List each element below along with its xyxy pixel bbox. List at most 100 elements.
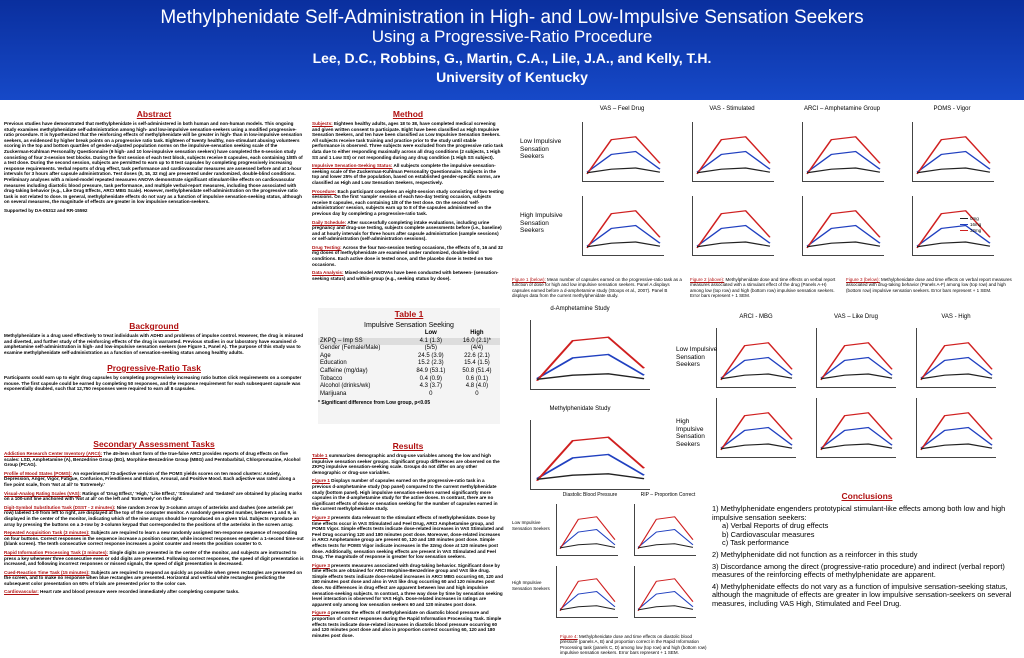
panel-title: POMS - Vigor [933,106,971,112]
paragraph: Figure 4 presents the effects of methylp… [312,610,504,638]
plot-lines [820,412,893,451]
item-text: summarizes demographic and drug-use vari… [312,453,500,475]
item-text: presents data relevant to the stimulant … [312,514,504,560]
plot-frame [816,328,896,388]
item-text: Across the four two-session testing occa… [312,244,503,267]
legend-swatch [960,230,968,232]
item-label: Visual-Analog Rating Scales (VAS): [4,490,81,496]
caption-text: Mean number of capsules earned on the pr… [512,277,682,298]
paragraph: Previous studies have demonstrated that … [4,121,303,205]
cell: 0 [475,390,479,397]
paragraph: Impulsive Sensation-Seeking Status: All … [312,163,504,185]
cell: Gender (Female/Male) [320,345,381,352]
legend: 0mg 16mg 32mg [960,216,981,234]
header-row: Low High [318,330,500,338]
cell: Age [320,352,331,359]
paragraph: Visual-Analog Rating Scales (VAS): Ratin… [4,491,304,502]
conclusion-item: 3) Discordance among the direct (progres… [712,561,1005,580]
column-header: High [470,330,484,336]
table: Low High ZKPQ – Imp SS 4.1 (1.3) 16.0 (2.1)*… [318,330,500,398]
row-label: Low Impulsive Sensation Seekers [676,346,718,368]
item-label: Impulsive Sensation-Seeking Status: [312,163,393,169]
row-label: High Impulsive Sensation Seekers [676,418,705,448]
panel-title: VAS – Like Drug [834,314,878,320]
item-label: Drug Testing: [312,244,342,250]
conclusion-item: a) Verbal Reports of drug effects [722,521,829,531]
plot-frame [556,504,618,556]
figure-caption: Figure 3 (below): Methylphenidate dose a… [846,277,1018,307]
plot-lines [916,136,991,175]
plot-frame [916,328,996,388]
plot-frame [634,504,696,556]
legend-entry: 16mg [960,222,981,228]
plot-lines [559,516,616,550]
heading: Conclusions [841,491,893,501]
paragraph: Rapid Information Processing Task (3 min… [4,550,304,567]
paragraph: Figure 3 presents measures associated wi… [312,563,504,608]
caption-label: Figure 3 (below): [846,277,880,282]
plot-frame [692,122,774,182]
plot-lines [920,342,993,381]
plot-lines [916,210,991,249]
plot-lines [637,516,694,550]
panel-title: ARCI – Amphetamine Group [803,106,881,112]
cell: 24.5 (3.9) [418,352,444,359]
paragraph: Digit-Symbol Substitution Task (DSST - 2… [4,505,304,527]
row: Caffeine (mg/day) 84.9 (53.1) 50.8 (51.4) [318,368,500,376]
header: Methylphenidate Self-Administration in H… [0,0,1024,100]
conclusion-item: b) Cardiovascular measures [722,529,815,539]
paragraph: Data Analysis: Mixed-model ANOVAs have b… [312,270,504,281]
plot-lines [696,136,771,175]
method: Method Subjects: Eighteen healthy adults… [312,108,504,306]
figure-caption: Figure 2 (above): Methylphenidate dose a… [690,277,840,307]
conclusion-item: c) Task performance [722,538,789,548]
item-text: Displays number of capsules earned on th… [312,478,498,512]
item-label: Daily Schedule: [312,219,347,225]
panel-title: VAS - Stimulated [709,106,755,112]
plot-lines [586,136,661,175]
caption-text: Methylphenidate dose and time effects on… [690,277,836,298]
plot-lines [806,136,881,175]
plot-lines [586,210,661,249]
paragraph: Addiction Research Center Inventory (ARC… [4,451,304,468]
plot-lines [637,578,694,612]
legend-swatch [960,224,968,226]
panel-title: Methylphenidate Study [549,406,611,412]
item-text: Ratings of 'Drug Effect,' 'High,' 'Like … [4,490,303,502]
subtitle: Using a Progressive-Ratio Procedure [371,27,653,46]
caption-label: Figure 2 (above): [690,277,725,282]
item-text: Mixed-model ANOVAs have been conducted w… [312,270,499,281]
paragraph: Cued-Reaction Time Task (15 minutes): Su… [4,570,304,587]
item-label: Addiction Research Center Inventory (ARC… [4,451,103,456]
legend-entry: 0mg [960,216,981,222]
cell: Marijuana [320,390,347,397]
cell: 22.6 (2.1) [464,352,490,359]
cell: 0.4 (0.9) [419,375,443,382]
row-label: Low Impulsive Sensation Seekers [512,520,550,531]
cell: Alcohol (drinks/wk) [320,383,371,390]
plot-lines [806,210,881,249]
plot-frame [634,566,696,618]
paragraph: Table 1 summarizes demographic and drug-… [312,453,504,475]
cell: 15.2 (2.3) [418,360,444,367]
item-label: Figure 3 [312,562,330,568]
cell: 50.8 (51.4) [462,367,492,374]
legend-swatch [960,218,968,220]
panel-title: VAS - High [941,314,971,320]
title: Methylphenidate Self-Administration in H… [160,7,864,28]
row-label: Low Impulsive Sensation Seekers [520,138,562,160]
progressive-ratio: Progressive-Ratio Task Participants coul… [4,362,304,434]
plot-frame [582,122,664,182]
cell: 15.4 (1.5) [464,360,490,367]
caption-label: Figure 1 (below): [512,277,546,282]
item-label: Table 1 [312,453,328,458]
row: ZKPQ – Imp SS 4.1 (1.3) 16.0 (2.1)* [318,337,500,346]
authors: Lee, D.C., Robbins, G., Martin, C.A., Li… [312,50,712,66]
item-label: Data Analysis: [312,270,344,276]
heading: Background [129,321,179,331]
paragraph: Subjects: Eighteen healthy adults, ages … [312,121,504,160]
panel-title: VAS – Feel Drug [599,106,645,112]
paragraph: Methylphenidate is a drug used effective… [4,333,304,355]
item-label: Repeated Acquisition Task (3 minutes): [4,530,90,536]
row-label: High Impulsive Sensation Seekers [512,580,550,591]
